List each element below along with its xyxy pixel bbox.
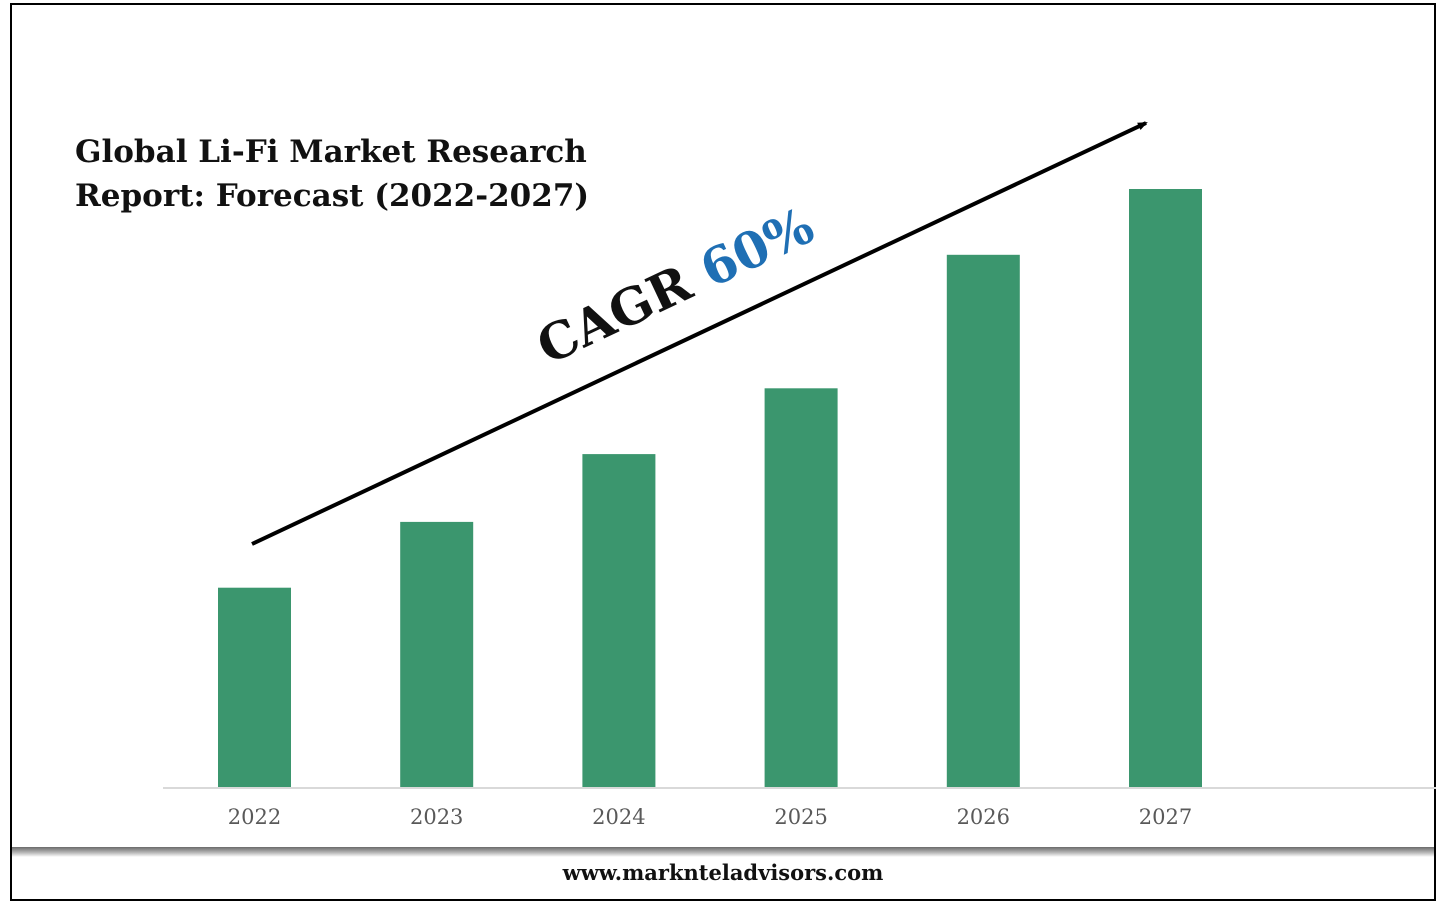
- x-tick-2026: 2026: [957, 805, 1010, 829]
- bar-2026: [946, 254, 1020, 788]
- bar-2027: [1129, 189, 1202, 787]
- trend-arrow: [251, 121, 1148, 546]
- chart-title: Global Li-Fi Market Research Report: For…: [75, 130, 595, 218]
- cagr-annotation: CAGR 60%: [528, 196, 822, 376]
- x-tick-2022: 2022: [228, 805, 281, 829]
- bar-2024: [582, 454, 656, 787]
- title-line-1: Global Li-Fi Market Research: [75, 134, 587, 170]
- title-line-2: Report: Forecast (2022-2027): [75, 178, 590, 214]
- footer-divider: [12, 847, 1434, 857]
- x-tick-2024: 2024: [592, 805, 645, 829]
- footer-url: www.marknteladvisors.com: [562, 860, 884, 885]
- x-tick-2023: 2023: [410, 805, 463, 829]
- bar-2022: [218, 587, 291, 787]
- x-tick-2027: 2027: [1139, 805, 1192, 829]
- x-tick-2025: 2025: [774, 805, 827, 829]
- cagr-label: CAGR: [528, 253, 701, 376]
- x-tick-labels: 2022 2023 2024 2025 2026 2027: [228, 805, 1192, 829]
- bars-group: [218, 189, 1202, 788]
- bar-2025: [764, 388, 838, 787]
- bar-2023: [400, 521, 474, 787]
